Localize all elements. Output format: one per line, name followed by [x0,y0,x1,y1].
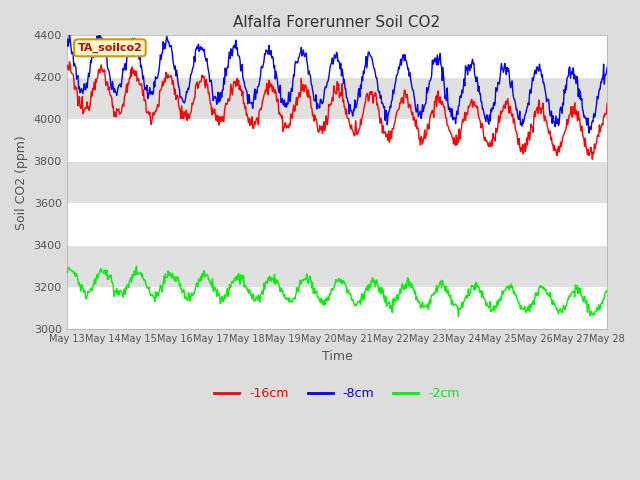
Bar [67,161,607,204]
Bar [67,77,607,120]
X-axis label: Time: Time [321,350,352,363]
Bar [67,245,607,288]
Y-axis label: Soil CO2 (ppm): Soil CO2 (ppm) [15,135,28,230]
Text: TA_soilco2: TA_soilco2 [77,43,142,53]
Title: Alfalfa Forerunner Soil CO2: Alfalfa Forerunner Soil CO2 [234,15,440,30]
Legend: -16cm, -8cm, -2cm: -16cm, -8cm, -2cm [209,383,465,406]
